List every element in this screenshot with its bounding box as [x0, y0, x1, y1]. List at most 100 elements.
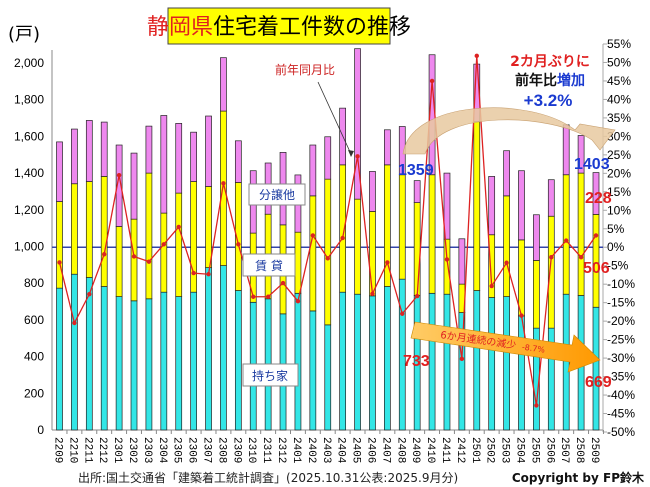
bar-rental-2306 — [190, 181, 197, 293]
x-tick-label: 2405 — [350, 437, 362, 463]
bar-sale-2507 — [562, 124, 570, 176]
yoy-point-2505 — [534, 403, 539, 408]
bar-owner-2406 — [369, 295, 376, 431]
yoy-point-2412 — [459, 356, 465, 362]
yoy-point-2404 — [340, 235, 345, 241]
x-tick-label: 2409 — [409, 437, 421, 463]
bar-owner-2303 — [145, 298, 153, 431]
source-note: 出所:国土交通省「建築着工統計調査」(2025.10.31公表:2025.9月分… — [78, 470, 458, 485]
bar-rental-2305 — [175, 192, 183, 297]
y2-tick-label: 55% — [607, 37, 631, 51]
y2-tick-label: 50% — [607, 55, 631, 69]
y2-tick-label: -45% — [607, 407, 635, 421]
bar-owner-2306 — [190, 291, 197, 431]
bar-owner-2507 — [562, 293, 570, 431]
y2-tick-label: -40% — [607, 388, 635, 402]
legend-label-sale: 分譲他 — [259, 187, 295, 202]
bar-sale-2304 — [160, 115, 168, 214]
bar-sale-2305 — [175, 123, 183, 194]
bar-rental-2405 — [354, 198, 361, 295]
x-tick-label: 2310 — [245, 437, 257, 463]
y-tick-label: 1,000 — [14, 240, 44, 254]
y2-tick-label: 20% — [607, 166, 631, 180]
x-tick-label: 2408 — [394, 437, 406, 463]
x-tick-label: 2506 — [543, 437, 555, 463]
bar-rental-2303 — [145, 172, 153, 300]
x-tick-label: 2508 — [573, 437, 585, 463]
x-tick-label: 2504 — [513, 437, 525, 464]
y2-tick-label: 10% — [607, 203, 631, 217]
yoy-point-2504 — [519, 313, 524, 318]
label-total-2509: 1403 — [574, 156, 610, 173]
bar-sale-2308 — [220, 57, 227, 112]
x-tick-label: 2311 — [260, 437, 272, 464]
yoy-point-2308 — [221, 181, 226, 186]
x-tick-label: 2209 — [52, 437, 64, 463]
y2-tick-label: 0% — [607, 240, 625, 254]
y-tick-label: 1,600 — [14, 129, 44, 143]
x-tick-label: 2301 — [111, 437, 123, 464]
x-tick-label: 2210 — [66, 437, 78, 463]
yoy-point-2303 — [146, 259, 152, 264]
bar-owner-2407 — [384, 286, 391, 431]
x-tick-label: 2505 — [528, 437, 540, 463]
bar-rental-2410 — [428, 174, 436, 294]
bar-owner-2302 — [130, 300, 138, 431]
yoy-point-2305 — [176, 224, 181, 230]
bar-rental-2507 — [562, 174, 570, 295]
yoy-point-2406 — [370, 291, 375, 296]
x-tick-label: 2309 — [230, 437, 242, 463]
bar-sale-2306 — [190, 131, 197, 182]
bar-rental-2304 — [160, 212, 168, 293]
x-tick-label: 2401 — [290, 437, 302, 464]
yoy-label: 前年同月比 — [275, 62, 335, 77]
y2-tick-label: -30% — [607, 351, 635, 365]
yoy-point-2410 — [429, 78, 435, 84]
x-tick-label: 2211 — [81, 437, 93, 464]
yoy-point-2506 — [549, 255, 554, 260]
bar-owner-2209 — [56, 287, 63, 431]
bar-rental-2406 — [369, 211, 376, 297]
bar-sale-2212 — [100, 121, 108, 177]
y2-tick-label: 25% — [607, 148, 631, 162]
yoy-point-2408 — [400, 311, 405, 316]
bar-sale-2412 — [458, 238, 466, 285]
bar-owner-2309 — [234, 290, 242, 431]
bar-sale-2402 — [309, 144, 317, 197]
label-sale-2509: 228 — [585, 190, 612, 207]
x-tick-label: 2403 — [320, 437, 332, 463]
y-tick-label: 800 — [24, 276, 44, 290]
yoy-point-2306 — [191, 270, 196, 276]
y2-tick-label: -10% — [607, 277, 635, 291]
yoy-point-2502 — [489, 283, 494, 289]
bar-owner-2411 — [443, 293, 451, 431]
copyright: Copyright by FP鈴木 — [512, 470, 645, 485]
bar-rental-2505 — [533, 260, 540, 329]
x-tick-label: 2406 — [364, 437, 376, 463]
yoy-point-2405 — [355, 154, 360, 159]
bar-owner-2402 — [309, 310, 317, 431]
bar-owner-2401 — [294, 292, 302, 431]
y-tick-label: 400 — [24, 350, 44, 364]
x-tick-label: 2407 — [379, 437, 391, 463]
bar-rental-2402 — [309, 195, 317, 312]
bar-rental-2212 — [100, 176, 108, 287]
bar-owner-2301 — [115, 296, 123, 431]
bar-sale-2407 — [384, 129, 391, 166]
bar-rental-2504 — [518, 239, 525, 317]
yoy-point-2503 — [504, 260, 509, 265]
bar-rental-2209 — [56, 201, 63, 289]
y2-tick-label: -15% — [607, 296, 635, 310]
yoy-point-2210 — [72, 320, 77, 326]
bar-sale-2508 — [577, 135, 585, 174]
bar-sale-2307 — [205, 115, 212, 187]
x-tick-label: 2501 — [469, 437, 481, 464]
bar-rental-2211 — [85, 181, 93, 278]
label-total-2409: 1359 — [398, 162, 434, 179]
bar-owner-2403 — [324, 324, 332, 431]
bar-sale-2301 — [115, 144, 123, 227]
yoy-point-2307 — [206, 272, 211, 277]
yoy-point-2509 — [593, 233, 599, 238]
bar-rental-2210 — [71, 183, 78, 275]
